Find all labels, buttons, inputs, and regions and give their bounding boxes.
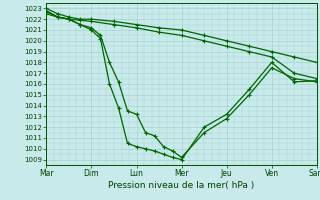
X-axis label: Pression niveau de la mer( hPa ): Pression niveau de la mer( hPa ) (108, 181, 255, 190)
